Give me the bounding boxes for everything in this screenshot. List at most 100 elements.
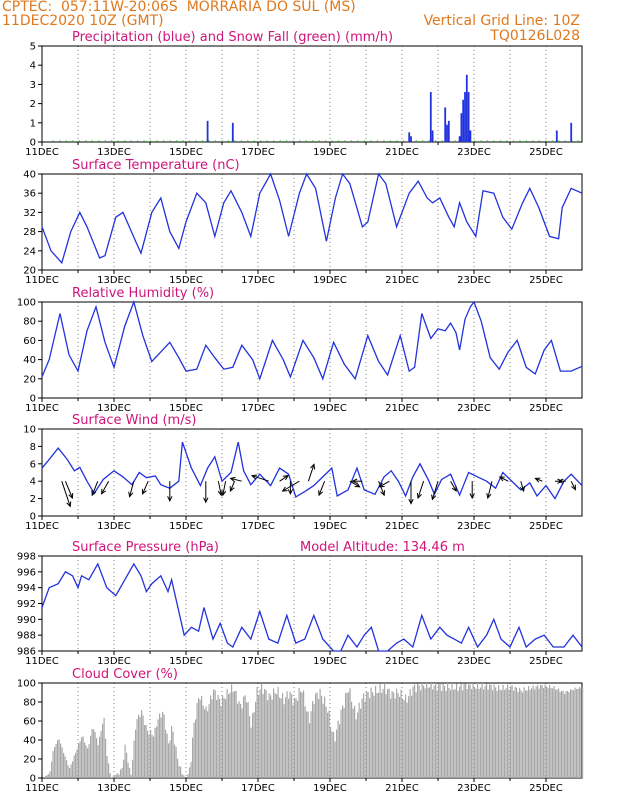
cloud-bar <box>463 684 465 778</box>
y-tick-label: 8 <box>30 442 36 453</box>
x-tick-label: 17DEC <box>241 147 275 158</box>
x-tick-label: 11DEC <box>25 521 59 532</box>
cloud-bar <box>471 689 473 778</box>
cloud-bar <box>550 688 552 778</box>
cloud-bar <box>535 686 537 778</box>
cloud-bar <box>259 689 261 778</box>
cloud-bar <box>352 708 354 778</box>
cloud-bar <box>492 690 494 778</box>
cloud-bar <box>507 684 509 778</box>
cloud-bar <box>465 683 467 778</box>
y-tick-label: 0 <box>30 394 36 405</box>
snow-bar <box>370 140 372 142</box>
cloud-bar <box>366 691 368 778</box>
cloud-bar <box>475 688 477 778</box>
cloud-bar <box>249 716 251 778</box>
snow-bar <box>376 140 378 142</box>
snow-bar <box>344 140 346 142</box>
header-line1: CPTEC: 057:11W-20:06S MORRARIA DO SUL (M… <box>2 0 356 15</box>
cloud-bar <box>517 692 519 778</box>
cloud-bar <box>540 685 542 778</box>
wind-vector <box>129 481 135 497</box>
cloud-bar <box>553 686 555 778</box>
cloud-bar <box>439 683 441 778</box>
cloud-bar <box>76 749 78 778</box>
panel-title: Precipitation (blue) and Snow Fall (gree… <box>72 30 393 45</box>
x-tick-label: 17DEC <box>241 521 275 532</box>
cloud-bar <box>60 743 62 778</box>
cloud-bar <box>120 769 122 778</box>
cloud-bar <box>96 738 98 778</box>
cloud-bar <box>256 687 258 778</box>
cloud-bar <box>199 699 201 778</box>
precip-bar <box>458 136 461 142</box>
wind-arrowhead <box>281 486 288 492</box>
x-tick-label: 15DEC <box>169 521 203 532</box>
header-code: TQ0126L028 <box>490 28 580 44</box>
cloud-bar <box>58 739 60 778</box>
series-line <box>41 562 583 652</box>
cloud-bar <box>579 687 581 778</box>
cloud-bar <box>522 692 524 778</box>
x-tick-label: 21DEC <box>385 656 419 667</box>
cloud-bar <box>327 712 329 778</box>
wind-arrowhead <box>451 485 457 492</box>
x-tick-label: 23DEC <box>457 783 491 794</box>
wind-vector <box>91 481 99 496</box>
x-tick-label: 25DEC <box>529 147 563 158</box>
cloud-bar <box>321 695 323 778</box>
cloud-bar <box>139 717 141 778</box>
cloud-bar <box>303 690 305 778</box>
cloud-bar <box>448 688 450 778</box>
cloud-bar <box>84 742 86 778</box>
snow-bar <box>558 140 560 142</box>
cloud-bar <box>279 697 281 778</box>
cloud-bar <box>94 732 96 778</box>
snow-bar <box>389 140 391 142</box>
x-tick-label: 17DEC <box>241 275 275 286</box>
x-tick-label: 13DEC <box>97 656 131 667</box>
cloud-bar <box>297 700 299 778</box>
cloud-bar <box>168 743 170 778</box>
cloud-bar <box>399 696 401 778</box>
cloud-bar <box>106 756 108 778</box>
cloud-bar <box>330 727 332 778</box>
cloud-bar <box>532 685 534 778</box>
snow-bar <box>331 140 333 142</box>
y-tick-label: 60 <box>23 336 36 347</box>
wind-arrowhead <box>354 482 361 488</box>
cloud-bar <box>580 688 582 778</box>
header-date: 11DEC2020 10Z (GMT) <box>2 13 164 29</box>
cloud-bar <box>261 684 263 778</box>
cloud-bar <box>519 687 521 778</box>
snow-bar <box>305 140 307 142</box>
cloud-bar <box>549 685 551 778</box>
cloud-bar <box>195 719 197 778</box>
cloud-bar <box>324 696 326 778</box>
cloud-bar <box>154 727 156 778</box>
cloud-bar <box>117 773 119 778</box>
cloud-bar <box>534 689 536 778</box>
x-tick-label: 23DEC <box>457 275 491 286</box>
cloud-bar <box>361 698 363 778</box>
snow-bar <box>91 140 93 142</box>
cloud-bar <box>310 711 312 778</box>
y-tick-label: 20 <box>23 374 36 385</box>
cloud-bar <box>441 691 443 778</box>
wind-vector <box>251 475 269 482</box>
cloud-bar <box>568 692 570 778</box>
panel-frame <box>41 555 583 652</box>
series-line <box>41 172 583 265</box>
cloud-bar <box>495 687 497 778</box>
cloud-bar <box>459 686 461 778</box>
cloud-bar <box>210 695 212 778</box>
wind-vector <box>222 481 227 496</box>
cloud-bar <box>160 717 162 778</box>
cloud-bar <box>99 736 101 778</box>
cloud-bar <box>193 722 195 778</box>
snow-bar <box>266 140 268 142</box>
cloud-bar <box>393 692 395 778</box>
cloud-bar <box>537 685 539 778</box>
x-tick-label: 25DEC <box>529 275 563 286</box>
wind-vector <box>64 481 73 499</box>
